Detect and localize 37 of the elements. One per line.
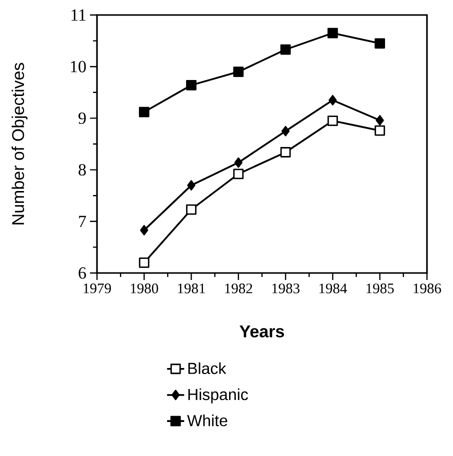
point [233, 66, 244, 77]
x-tick-label: 1984 [319, 284, 347, 294]
point [374, 38, 386, 49]
legend-label: White [187, 414, 228, 426]
y-tick-label: 11 [72, 9, 86, 21]
x-tick-label: 1981 [178, 284, 205, 294]
point [138, 257, 150, 268]
point [138, 106, 150, 118]
x-tick-label: 1982 [225, 284, 252, 294]
point [328, 28, 338, 38]
point [374, 125, 386, 136]
x-tick-label: 1983 [272, 284, 300, 294]
y-axis-title: Number of Objectives [12, 62, 28, 224]
point [234, 157, 242, 168]
y-tick-label: 9 [78, 112, 86, 124]
point [328, 116, 338, 126]
y-tick-label: 8 [78, 164, 86, 176]
x-tick-label: 1985 [366, 284, 394, 294]
point [140, 224, 148, 236]
x-tick-label: 1986 [414, 284, 442, 294]
point [186, 80, 196, 90]
point [186, 204, 196, 215]
point [233, 168, 244, 180]
legend-label: Hispanic [188, 388, 248, 404]
x-tick-label: 1980 [130, 284, 158, 294]
legend-label: Black [188, 362, 226, 374]
point [187, 180, 196, 190]
point [280, 147, 291, 158]
point [376, 115, 384, 126]
point [281, 126, 290, 136]
y-tick-label: 7 [79, 216, 86, 227]
y-tick-label: 10 [70, 60, 86, 72]
y-tick-label: 6 [78, 267, 86, 279]
point [280, 44, 291, 55]
x-axis-title: Years [240, 326, 284, 338]
point [328, 94, 337, 106]
x-tick-label: 1979 [84, 284, 111, 294]
